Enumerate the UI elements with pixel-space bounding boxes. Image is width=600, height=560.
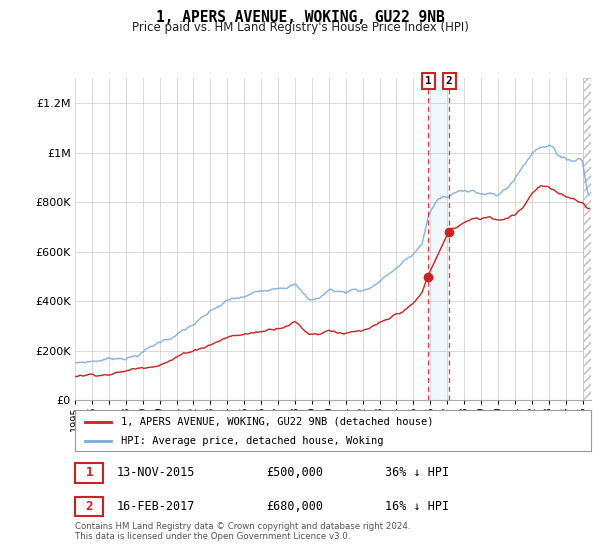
Bar <box>428 78 449 400</box>
Text: 1, APERS AVENUE, WOKING, GU22 9NB (detached house): 1, APERS AVENUE, WOKING, GU22 9NB (detac… <box>121 417 434 427</box>
Text: Price paid vs. HM Land Registry's House Price Index (HPI): Price paid vs. HM Land Registry's House … <box>131 21 469 34</box>
Text: 1: 1 <box>85 466 93 479</box>
Text: 2: 2 <box>446 76 452 86</box>
Text: 36% ↓ HPI: 36% ↓ HPI <box>385 466 449 479</box>
Text: £500,000: £500,000 <box>266 466 323 479</box>
Text: Contains HM Land Registry data © Crown copyright and database right 2024.
This d: Contains HM Land Registry data © Crown c… <box>75 522 410 542</box>
Text: 16-FEB-2017: 16-FEB-2017 <box>116 500 194 513</box>
Text: HPI: Average price, detached house, Woking: HPI: Average price, detached house, Woki… <box>121 436 384 446</box>
Text: 1: 1 <box>425 76 431 86</box>
FancyBboxPatch shape <box>75 410 591 451</box>
Text: £680,000: £680,000 <box>266 500 323 513</box>
Text: 1, APERS AVENUE, WOKING, GU22 9NB: 1, APERS AVENUE, WOKING, GU22 9NB <box>155 10 445 25</box>
FancyBboxPatch shape <box>75 463 103 483</box>
Text: 16% ↓ HPI: 16% ↓ HPI <box>385 500 449 513</box>
Bar <box>583 78 591 400</box>
Text: 13-NOV-2015: 13-NOV-2015 <box>116 466 194 479</box>
Text: 2: 2 <box>85 500 93 513</box>
FancyBboxPatch shape <box>75 497 103 516</box>
